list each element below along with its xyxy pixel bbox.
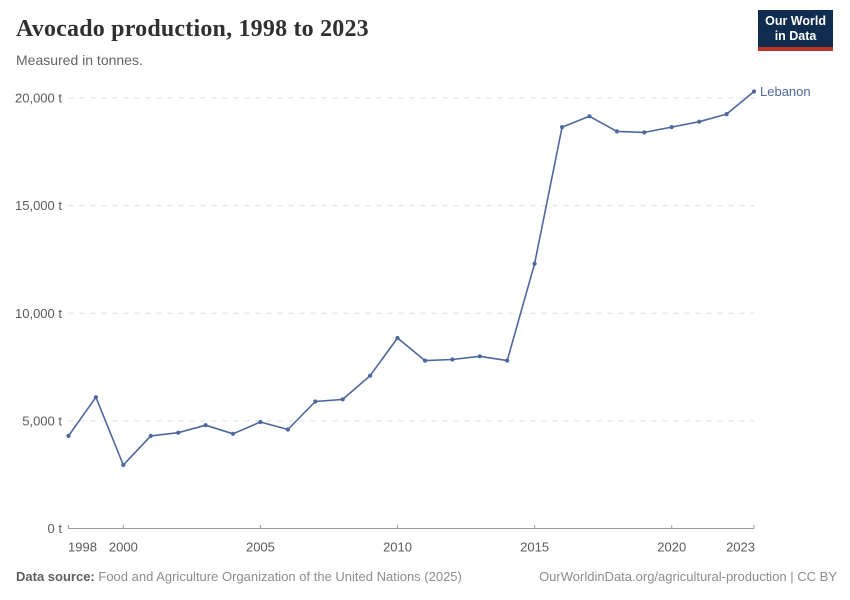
chart-title: Avocado production, 1998 to 2023 <box>16 16 369 42</box>
x-axis-tick-label: 2000 <box>109 540 138 555</box>
data-point-2012[interactable] <box>450 357 455 362</box>
y-axis-tick-label: 10,000 t <box>15 306 62 321</box>
data-point-2023[interactable] <box>751 89 757 94</box>
data-point-2017[interactable] <box>587 114 592 119</box>
x-axis-tick-label: 2015 <box>520 540 549 555</box>
data-point-2021[interactable] <box>697 119 702 124</box>
data-point-2009[interactable] <box>368 373 373 378</box>
data-point-2015[interactable] <box>532 261 537 266</box>
x-axis-tick-label: 2010 <box>383 540 412 555</box>
footer-citation-link[interactable]: OurWorldinData.org/agricultural-producti… <box>539 569 837 584</box>
x-axis-tick-label: 2023 <box>726 540 755 555</box>
data-source-label: Data source: <box>16 569 95 584</box>
data-point-1998[interactable] <box>66 433 71 438</box>
data-point-2022[interactable] <box>724 112 729 117</box>
data-point-2000[interactable] <box>121 462 126 468</box>
data-point-2007[interactable] <box>313 399 318 404</box>
x-axis-tick-label: 2005 <box>246 540 275 555</box>
owid-logo[interactable]: Our World in Data <box>758 10 833 51</box>
y-axis-tick-label: 5,000 t <box>22 413 62 428</box>
data-point-2002[interactable] <box>176 430 181 435</box>
y-axis-tick-label: 20,000 t <box>15 91 62 106</box>
data-source-text: Food and Agriculture Organization of the… <box>98 569 462 584</box>
data-point-2014[interactable] <box>505 358 510 363</box>
chart-subtitle: Measured in tonnes. <box>16 52 143 68</box>
data-point-1999[interactable] <box>93 395 98 400</box>
data-point-2006[interactable] <box>285 427 290 432</box>
data-point-2019[interactable] <box>642 130 647 135</box>
data-point-2018[interactable] <box>614 129 620 134</box>
owid-logo-line2: in Data <box>774 29 817 43</box>
data-point-2008[interactable] <box>340 397 345 402</box>
data-point-2011[interactable] <box>422 358 428 363</box>
entity-label-lebanon[interactable]: Lebanon <box>760 84 811 99</box>
x-axis-tick-label: 1998 <box>68 540 97 555</box>
data-source-note: Data source: Food and Agriculture Organi… <box>16 569 462 584</box>
data-point-2004[interactable] <box>230 431 236 436</box>
data-point-2013[interactable] <box>477 354 482 359</box>
data-point-2001[interactable] <box>148 433 153 438</box>
y-axis-tick-label: 0 t <box>48 521 63 536</box>
owid-logo-line1: Our World <box>765 14 826 28</box>
data-point-2005[interactable] <box>258 419 263 425</box>
data-point-2016[interactable] <box>560 125 565 130</box>
data-point-2003[interactable] <box>203 423 208 428</box>
data-point-2010[interactable] <box>395 335 400 341</box>
x-axis-tick-label: 2020 <box>657 540 686 555</box>
y-axis-tick-label: 15,000 t <box>15 198 62 213</box>
data-point-2020[interactable] <box>669 125 674 130</box>
chart-footer: Data source: Food and Agriculture Organi… <box>16 569 837 584</box>
series-line-lebanon[interactable] <box>67 90 755 466</box>
